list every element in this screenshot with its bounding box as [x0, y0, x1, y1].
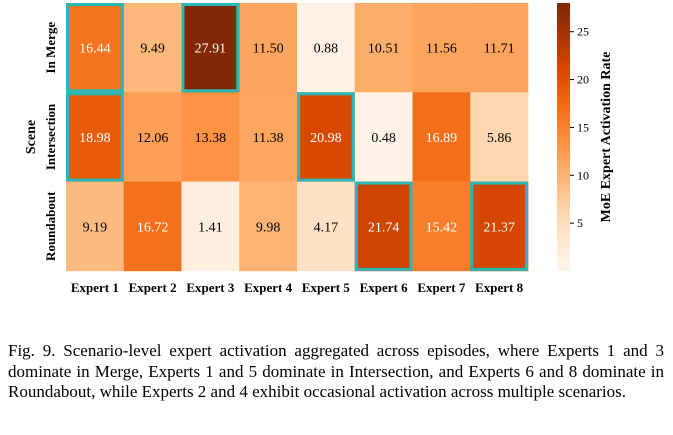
heatmap-cell	[297, 92, 356, 182]
x-tick-label: Expert 8	[475, 280, 524, 295]
cell-value-label: 9.49	[140, 42, 165, 57]
colorbar-tick-label: 25	[577, 25, 589, 39]
cell-value-label: 27.91	[195, 42, 227, 57]
heatmap-cell	[412, 181, 471, 272]
cell-value-label: 0.48	[371, 131, 396, 146]
heatmap-cell	[181, 3, 240, 93]
heatmap-cell	[123, 3, 182, 93]
cell-value-label: 9.98	[256, 220, 281, 235]
y-tick-label: Intersection	[43, 103, 58, 170]
heatmap-chart: 16.44 9.49 27.91 11.50 0.88 10.51 11.56 11.71 18…	[24, 3, 614, 295]
heatmap-cell	[239, 92, 298, 182]
colorbar-tick-label: 5	[577, 216, 583, 230]
x-tick-label: Expert 4	[244, 280, 293, 295]
heatmap-cell	[123, 92, 182, 182]
x-tick-label: Expert 6	[360, 280, 409, 295]
highlight-border	[297, 92, 355, 182]
cell-value-label: 16.44	[79, 42, 111, 57]
y-tick-labels: In Merge Intersection Roundabout	[43, 22, 58, 261]
heatmap-cell	[123, 181, 182, 272]
colorbar-ticks: 5 10 15 20 25	[570, 25, 589, 230]
figure-caption: Fig. 9. Scenario-level expert activation…	[8, 341, 664, 401]
heatmap-cell	[66, 92, 125, 182]
highlight-borders	[66, 3, 528, 271]
cell-value-label: 20.98	[310, 131, 342, 146]
highlight-border	[66, 92, 124, 182]
colorbar-tick-label: 15	[577, 120, 589, 134]
cell-value-label: 18.98	[79, 131, 111, 146]
x-tick-label: Expert 7	[417, 280, 466, 295]
cell-value-label: 16.72	[137, 220, 169, 235]
heatmap-cell	[470, 92, 529, 182]
heatmap-cell	[181, 92, 240, 182]
cell-value-label: 5.86	[487, 131, 512, 146]
cell-value-label: 11.50	[253, 42, 284, 57]
cell-value-label: 9.19	[83, 220, 108, 235]
cell-value-label: 11.38	[253, 131, 284, 146]
colorbar-title: MoE Expert Activation Rate	[599, 52, 614, 223]
y-tick-label: Roundabout	[43, 191, 58, 261]
cell-value-label: 10.51	[368, 42, 400, 57]
heatmap-cell	[181, 181, 240, 272]
cell-value-labels: 16.44 9.49 27.91 11.50 0.88 10.51 11.56 11.71 18…	[79, 42, 515, 236]
colorbar-tick-label: 10	[577, 168, 589, 182]
cell-value-label: 13.38	[195, 131, 227, 146]
heatmap-cell	[297, 3, 356, 93]
heatmap-cell	[412, 3, 471, 93]
heatmap-cell	[239, 3, 298, 93]
heatmap-cell	[297, 181, 356, 272]
cell-value-label: 12.06	[137, 131, 169, 146]
heatmap-cells	[66, 3, 529, 272]
cell-value-label: 16.89	[426, 131, 458, 146]
heatmap-cell	[470, 3, 529, 93]
highlight-border	[66, 3, 124, 93]
cell-value-label: 21.74	[368, 220, 400, 235]
cell-value-label: 15.42	[426, 220, 458, 235]
cell-value-label: 4.17	[314, 220, 339, 235]
highlight-border	[470, 181, 528, 271]
y-tick-label: In Merge	[43, 22, 58, 74]
cell-value-label: 1.41	[198, 220, 223, 235]
heatmap-cell	[412, 92, 471, 182]
x-tick-label: Expert 1	[71, 280, 119, 295]
cell-value-label: 11.71	[484, 42, 515, 57]
cell-value-label: 21.37	[483, 220, 515, 235]
heatmap-cell	[354, 181, 413, 272]
heatmap-cell	[354, 92, 413, 182]
y-axis-title: Scene	[24, 120, 39, 154]
x-tick-labels: Expert 1 Expert 2 Expert 3 Expert 4 Expert 5…	[71, 280, 524, 295]
heatmap-cell	[470, 181, 529, 272]
heatmap-cell	[66, 181, 125, 272]
x-tick-label: Expert 5	[302, 280, 351, 295]
x-tick-label: Expert 2	[129, 280, 177, 295]
x-tick-label: Expert 3	[186, 280, 235, 295]
colorbar-tick-label: 20	[577, 73, 589, 87]
heatmap-cell	[66, 3, 125, 93]
cell-value-label: 11.56	[426, 42, 457, 57]
cell-value-label: 0.88	[314, 42, 339, 57]
heatmap-cell	[239, 181, 298, 272]
colorbar	[557, 3, 570, 271]
highlight-border	[181, 3, 240, 93]
highlight-border	[354, 181, 413, 271]
heatmap-cell	[354, 3, 413, 93]
